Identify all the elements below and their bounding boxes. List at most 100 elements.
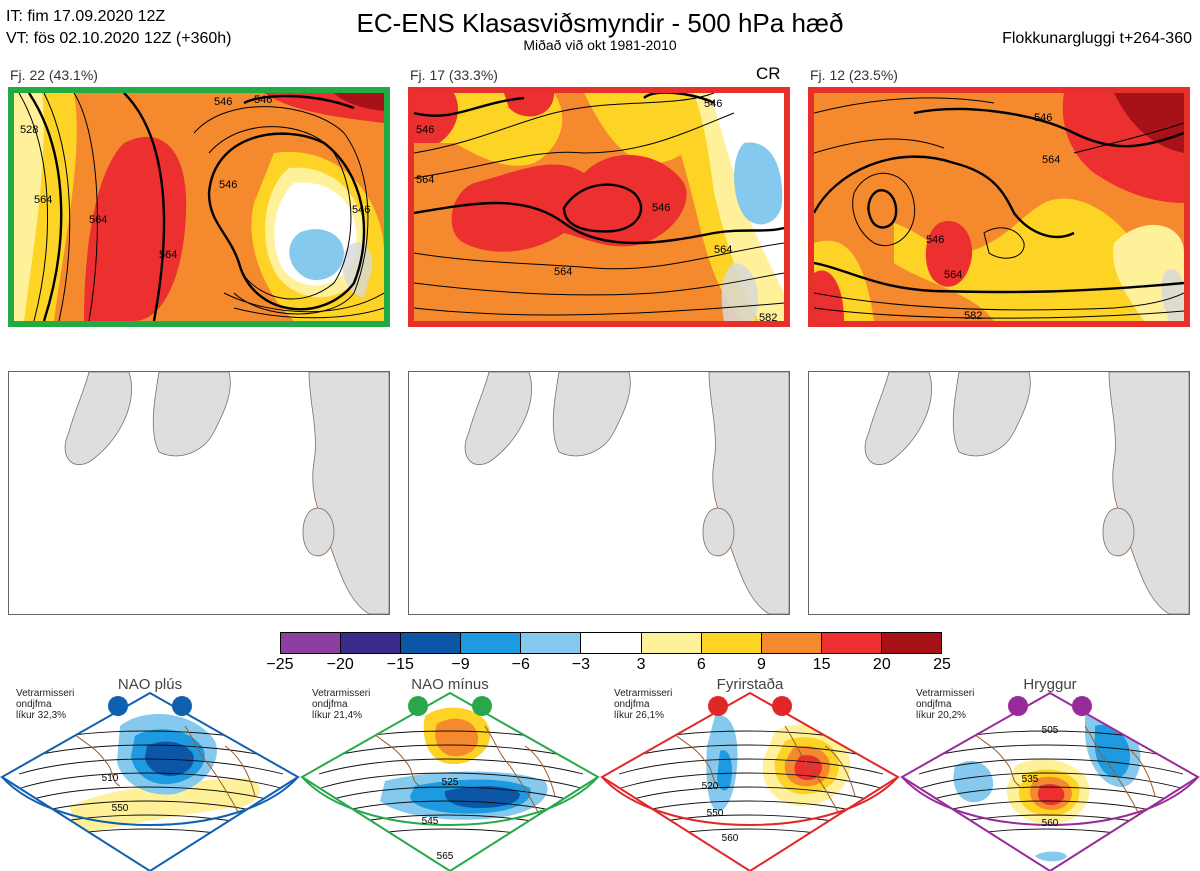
colorbar-tick: −3: [571, 656, 591, 673]
regime-probability: líkur 21,4%: [312, 710, 363, 721]
colorbar-tick: −9: [451, 656, 470, 673]
cluster-anomaly-map-3: [808, 371, 1190, 615]
valid-time: VT: fös 02.10.2020 12Z (+360h): [6, 30, 232, 47]
regime-contour-label: 505: [1042, 725, 1059, 736]
header-run-info: IT: fim 17.09.2020 12Z VT: fös 02.10.202…: [6, 6, 231, 50]
regime-map: 520 550 560: [600, 691, 900, 871]
cluster-3-contour-label: 546: [926, 234, 944, 246]
regime-contour-label: 545: [422, 816, 439, 827]
regime-contour-label: 525: [442, 777, 459, 788]
header-title-block: EC-ENS Klasasviðsmyndir - 500 hPa hæð Mi…: [0, 8, 1200, 52]
classification-window: Flokkunargluggi t+264-360: [1002, 30, 1192, 47]
regime-months: ondjfma: [312, 699, 348, 710]
regime-contour-label: 560: [722, 833, 739, 844]
regime-name: Hryggur: [1023, 676, 1077, 693]
cluster-2-contour-label: 564: [714, 244, 732, 256]
regime-contour-label: 510: [102, 773, 119, 784]
regime-contour-label: 535: [1022, 774, 1039, 785]
colorbar-tick: 9: [757, 656, 766, 673]
cluster-1-contour-label: 564: [89, 214, 107, 226]
colorbar-tick: 20: [872, 656, 891, 673]
colorbar-tick: 6: [696, 656, 706, 673]
cluster-3-contour-label: 564: [944, 269, 962, 281]
initial-time: IT: fim 17.09.2020 12Z: [6, 8, 166, 25]
regime-nao-plus: NAO plús Vetrarmisseri ondjfma líkur 32,…: [0, 676, 300, 871]
colorbar-swatch: [881, 633, 942, 653]
regime-season: Vetrarmisseri: [614, 688, 673, 699]
regime-info: Vetrarmisseri ondjfma líkur 26,1%: [614, 688, 672, 721]
colorbar-swatch: [641, 633, 702, 653]
page-subtitle: Miðað við okt 1981-2010: [523, 37, 677, 53]
colorbar-swatch: [581, 633, 642, 653]
regime-name: NAO plús: [117, 676, 183, 693]
colorbar-swatch: [341, 633, 402, 653]
anomaly-colorbar: [280, 632, 942, 654]
cluster-label-3: Fj. 12 (23.5%): [810, 67, 898, 83]
cluster-2-contour-label: 582: [759, 312, 777, 321]
colorbar-tick: 15: [812, 656, 831, 673]
regime-season: Vetrarmisseri: [916, 688, 975, 699]
regime-map: 510 550: [0, 691, 300, 871]
colorbar-swatch: [821, 633, 882, 653]
colorbar-tick-labels: −25 −20 −15 −9 −6 −3 3 6 9 15 20 25: [266, 656, 950, 676]
regime-info: Vetrarmisseri ondjfma líkur 21,4%: [312, 688, 370, 721]
regime-probability: líkur 32,3%: [16, 710, 67, 721]
regime-info: Vetrarmisseri ondjfma líkur 20,2%: [916, 688, 974, 721]
cluster-2-contour-label: 564: [554, 266, 572, 278]
cluster-1-contour-label: 546: [254, 94, 272, 106]
cluster-label-2: Fj. 17 (33.3%): [410, 67, 498, 83]
cluster-1-contour-label: 546: [214, 96, 232, 108]
cluster-3-contour-label: 546: [1034, 112, 1052, 124]
regime-contour-label: 565: [437, 851, 454, 862]
cluster-1-contour-label: 546: [352, 204, 370, 216]
colorbar-tick: −25: [266, 656, 294, 673]
page-title: EC-ENS Klasasviðsmyndir - 500 hPa hæð: [356, 8, 844, 38]
regime-season: Vetrarmisseri: [312, 688, 371, 699]
regime-months: ondjfma: [614, 699, 650, 710]
colorbar-tick: 3: [636, 656, 646, 673]
colorbar-tick: −15: [386, 656, 414, 673]
colorbar-swatch: [461, 633, 522, 653]
regime-months: ondjfma: [16, 699, 52, 710]
regime-map: 505 535 560: [900, 691, 1200, 871]
colorbar-swatch: [761, 633, 822, 653]
cluster-map-3: 546 564 546 564 582: [808, 87, 1190, 327]
regime-contour-label: 520: [702, 781, 719, 792]
regime-probability: líkur 26,1%: [614, 710, 665, 721]
colorbar-swatch: [281, 633, 342, 653]
regime-months: ondjfma: [916, 699, 952, 710]
regime-map: 525 545 565: [300, 691, 600, 871]
regime-contour-label: 550: [707, 808, 724, 819]
cluster-3-contour-label: 564: [1042, 154, 1060, 166]
regime-blocking: Fyrirstaða Vetrarmisseri ondjfma líkur 2…: [600, 676, 900, 871]
cluster-map-1: 528 546 564 564 546 564 546 546: [8, 87, 390, 327]
cluster-1-contour-label: 528: [20, 124, 38, 136]
colorbar-swatch: [401, 633, 462, 653]
colorbar-tick: 25: [933, 656, 951, 673]
regime-name: Fyrirstaða: [716, 676, 784, 693]
cluster-anomaly-map-1: [8, 371, 390, 615]
cluster-2-contour-label: 546: [652, 202, 670, 214]
cluster-anomaly-map-2: [408, 371, 790, 615]
cluster-1-contour-label: 546: [219, 179, 237, 191]
cluster-1-contour-label: 564: [34, 194, 52, 206]
colorbar-swatch: [701, 633, 762, 653]
regime-season: Vetrarmisseri: [16, 688, 75, 699]
regime-contour-label: 550: [112, 803, 129, 814]
colorbar-swatch: [521, 633, 582, 653]
control-run-badge: CR: [756, 64, 781, 83]
cluster-1-contour-label: 564: [159, 249, 177, 261]
colorbar-tick: −20: [326, 656, 354, 673]
cluster-2-contour-label: 564: [416, 174, 434, 186]
regime-probability: líkur 20,2%: [916, 710, 967, 721]
regime-ridge: Hryggur Vetrarmisseri ondjfma líkur 20,2…: [900, 676, 1200, 871]
cluster-2-contour-label: 546: [704, 98, 722, 110]
cluster-2-contour-label: 546: [416, 124, 434, 136]
cluster-map-2: 546 564 564 546 564 546 582: [408, 87, 790, 327]
regime-contour-label: 560: [1042, 818, 1059, 829]
regime-info: Vetrarmisseri ondjfma líkur 32,3%: [16, 688, 74, 721]
cluster-label-1: Fj. 22 (43.1%): [10, 67, 98, 83]
regime-name: NAO mínus: [411, 676, 489, 693]
colorbar-tick: −6: [511, 656, 530, 673]
cluster-3-contour-label: 582: [964, 310, 982, 321]
